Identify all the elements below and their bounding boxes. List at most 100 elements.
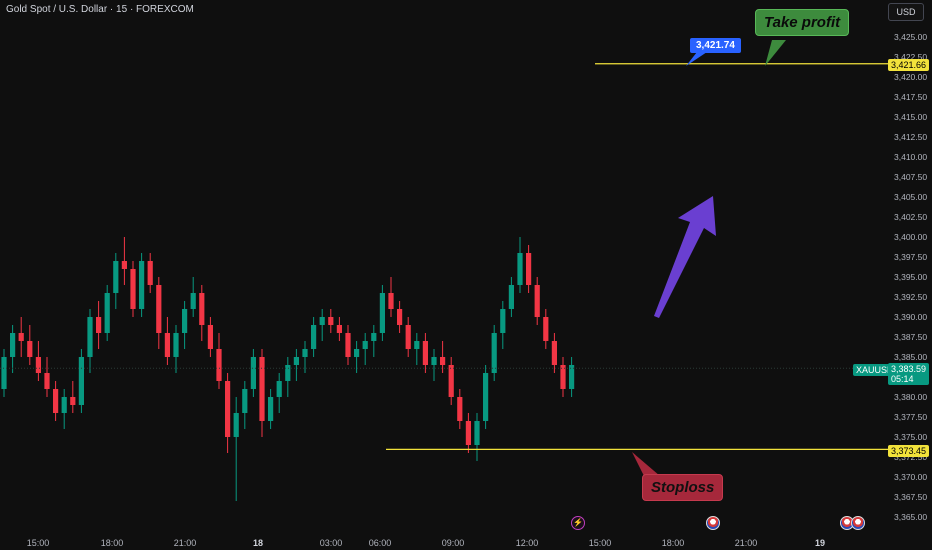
candle-body xyxy=(164,333,170,357)
time-tick-label: 12:00 xyxy=(515,538,539,548)
candle-body xyxy=(354,349,360,357)
price-tick-label: 3,402.50 xyxy=(894,212,928,222)
candle-body xyxy=(362,341,368,349)
candle-body xyxy=(113,261,119,293)
candle-body xyxy=(293,357,299,365)
time-tick-label: 15:00 xyxy=(588,538,612,548)
candle-body xyxy=(207,325,213,349)
price-tick-label: 3,410.00 xyxy=(894,152,928,162)
candle-body xyxy=(405,325,411,349)
candle-body xyxy=(388,293,394,309)
candle-body xyxy=(508,285,514,309)
price-tick-label: 3,365.00 xyxy=(894,512,928,522)
symbol-title: Gold Spot / U.S. Dollar · 15 · FOREXCOM xyxy=(6,4,194,15)
take-profit-callout[interactable]: Take profit xyxy=(755,9,850,36)
candle-body xyxy=(414,341,420,349)
candle-body xyxy=(225,381,231,437)
time-tick-label: 06:00 xyxy=(368,538,392,548)
price-tick-label: 3,422.50 xyxy=(894,52,928,62)
price-tick-label: 3,387.50 xyxy=(894,332,928,342)
candle-body xyxy=(345,333,351,357)
price-tick-label: 3,407.50 xyxy=(894,172,928,182)
lightning-event-icon[interactable]: ⚡ xyxy=(571,516,585,530)
price-tick-label: 3,392.50 xyxy=(894,292,928,302)
candle-body xyxy=(1,357,7,389)
candle-body xyxy=(517,253,523,285)
candle-body xyxy=(18,333,24,341)
price-label-box[interactable]: 3,421.74 xyxy=(690,38,741,53)
candle-body xyxy=(35,357,41,373)
candle-body xyxy=(27,341,33,357)
candle-body xyxy=(250,357,256,389)
candle-body xyxy=(431,357,437,365)
price-tick-label: 3,370.00 xyxy=(894,472,928,482)
time-tick-label: 09:00 xyxy=(441,538,465,548)
time-tick-label: 18:00 xyxy=(100,538,124,548)
stoploss-callout[interactable]: Stoploss xyxy=(642,474,724,501)
candle-body xyxy=(44,373,50,389)
candles xyxy=(1,237,575,501)
price-tick-label: 3,380.00 xyxy=(894,392,928,402)
price-tick-label: 3,425.00 xyxy=(894,32,928,42)
time-tick-label: 18 xyxy=(252,538,264,548)
arrow-shape xyxy=(654,196,716,318)
candle-body xyxy=(147,261,153,285)
candle-body xyxy=(457,397,463,421)
price-tick-label: 3,405.00 xyxy=(894,192,928,202)
time-tick-label: 21:00 xyxy=(173,538,197,548)
candle-body xyxy=(465,421,471,445)
candle-body xyxy=(448,365,454,397)
us-flag-event-icon[interactable] xyxy=(851,516,865,530)
stop-loss-price-tag: 3,373.45 xyxy=(888,445,930,457)
candle-body xyxy=(328,317,334,325)
candle-body xyxy=(474,421,480,445)
price-tick-label: 3,417.50 xyxy=(894,92,928,102)
candle-body xyxy=(569,365,575,389)
symbol-tag: XAUUSD xyxy=(853,364,897,376)
price-tick-label: 3,372.50 xyxy=(894,452,928,462)
candle-body xyxy=(483,373,489,421)
take-profit-price-tag: 3,421.66 xyxy=(888,59,930,71)
candle-body xyxy=(336,325,342,333)
candle-body xyxy=(61,397,67,413)
currency-button[interactable]: USD xyxy=(888,3,924,21)
time-tick-label: 15:00 xyxy=(26,538,50,548)
candle-body xyxy=(156,285,162,333)
candle-body xyxy=(70,397,76,405)
price-tick-label: 3,390.00 xyxy=(894,312,928,322)
candle-body xyxy=(311,325,317,349)
candle-body xyxy=(526,253,532,285)
candle-body xyxy=(130,269,136,309)
candle-body xyxy=(173,333,179,357)
stoploss-pointer xyxy=(632,452,660,476)
candle-body xyxy=(121,261,127,269)
candle-body xyxy=(371,333,377,341)
candle-body xyxy=(10,333,16,357)
candle-body xyxy=(190,293,196,309)
candle-body xyxy=(491,333,497,373)
price-tick-label: 3,412.50 xyxy=(894,132,928,142)
candle-body xyxy=(139,261,145,309)
time-tick-label: 21:00 xyxy=(734,538,758,548)
candle-body xyxy=(87,317,93,357)
us-flag-event-icon[interactable] xyxy=(706,516,720,530)
price-tick-label: 3,377.50 xyxy=(894,412,928,422)
candle-body xyxy=(440,357,446,365)
candle-body xyxy=(397,309,403,325)
candle-body xyxy=(182,309,188,333)
candle-body xyxy=(422,341,428,365)
up-arrow xyxy=(654,196,716,318)
candle-body xyxy=(104,293,110,333)
time-tick-label: 03:00 xyxy=(319,538,343,548)
candle-body xyxy=(302,349,308,357)
price-tick-label: 3,385.00 xyxy=(894,352,928,362)
candle-body xyxy=(276,381,282,397)
price-tick-label: 3,375.00 xyxy=(894,432,928,442)
time-tick-label: 18:00 xyxy=(661,538,685,548)
candle-body xyxy=(242,389,248,413)
price-tick-label: 3,420.00 xyxy=(894,72,928,82)
take-profit-pointer xyxy=(765,40,786,66)
candle-body xyxy=(560,365,566,389)
candle-body xyxy=(534,285,540,317)
